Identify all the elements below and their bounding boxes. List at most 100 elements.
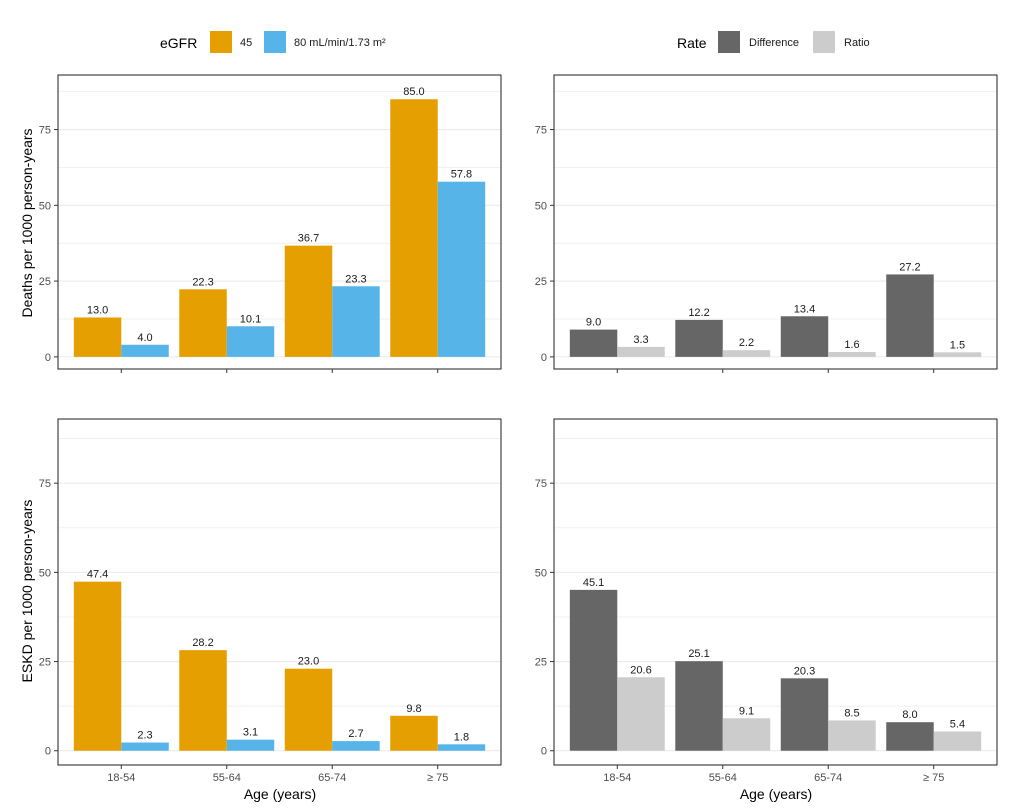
bar-value-label: 2.7 — [348, 728, 363, 740]
panel-bottom-right: 45.1 20.6 18-54 25.1 9.1 55-64 20.3 8.5 65-74 8.0… — [535, 418, 998, 784]
panel-border — [57, 74, 502, 370]
bar-top-right-s2-0 — [617, 346, 665, 357]
x-tick-label: 55-64 — [709, 772, 737, 784]
bar-bottom-right-s2-1 — [722, 718, 771, 751]
x-tick-label: 18-54 — [603, 772, 631, 784]
bar-top-left-s2-3 — [437, 181, 486, 357]
bar-top-left-s2-0 — [121, 344, 169, 357]
y-tick-label: 75 — [39, 478, 51, 490]
bar-value-label: 36.7 — [298, 233, 319, 245]
bar-value-label: 13.4 — [794, 303, 815, 315]
bar-value-label: 4.0 — [137, 332, 152, 344]
bar-value-label: 9.0 — [586, 317, 601, 329]
y-tick-label: 25 — [535, 276, 547, 288]
x-axis-title-right: Age (years) — [740, 786, 812, 802]
bar-bottom-left-s2-2 — [332, 741, 380, 751]
legend-label-ratio: Ratio — [844, 37, 870, 49]
x-tick-label: ≥ 75 — [427, 772, 448, 784]
x-axis-title-left: Age (years) — [244, 786, 316, 802]
bar-top-left-s1-1 — [179, 289, 227, 357]
bar-top-right-s1-3 — [886, 274, 934, 357]
y-axis-title-deaths: Deaths per 1000 person-years — [19, 128, 35, 317]
bar-top-right-s1-1 — [675, 319, 723, 357]
y-tick-label: 0 — [541, 746, 547, 758]
y-tick-label: 0 — [45, 746, 51, 758]
bar-top-right-s2-3 — [933, 352, 982, 357]
bar-value-label: 28.2 — [192, 637, 213, 649]
y-tick-label: 25 — [39, 657, 51, 669]
bar-value-label: 5.4 — [950, 718, 965, 730]
y-tick-label: 0 — [45, 352, 51, 364]
bar-top-right-s2-1 — [722, 350, 771, 357]
bar-value-label: 1.8 — [454, 731, 469, 743]
bar-value-label: 2.3 — [137, 730, 152, 742]
legend-label-45: 45 — [240, 37, 252, 49]
y-tick-label: 50 — [39, 567, 51, 579]
bar-value-label: 3.1 — [243, 727, 258, 739]
bar-value-label: 20.6 — [630, 664, 651, 676]
panel-border — [553, 418, 998, 766]
bar-value-label: 85.0 — [403, 86, 424, 98]
bar-bottom-right-s2-0 — [617, 677, 665, 751]
bar-top-left-s1-2 — [284, 245, 333, 357]
bar-value-label: 23.3 — [345, 273, 366, 285]
bar-value-label: 9.1 — [739, 705, 754, 717]
bar-value-label: 13.0 — [87, 304, 108, 316]
bar-value-label: 3.3 — [633, 334, 648, 346]
bar-value-label: 45.1 — [583, 577, 604, 589]
bar-top-left-s1-3 — [390, 99, 438, 357]
bar-bottom-right-s2-2 — [828, 720, 876, 751]
bar-bottom-right-s1-2 — [780, 678, 829, 751]
bar-top-right-s1-2 — [780, 316, 829, 357]
bar-bottom-left-s2-0 — [121, 742, 169, 751]
y-tick-label: 50 — [39, 200, 51, 212]
bar-value-label: 2.2 — [739, 337, 754, 349]
bar-top-left-s2-1 — [226, 326, 275, 357]
legend-egfr-title: eGFR — [160, 35, 197, 51]
legend-egfr: eGFR 45 80 mL/min/1.73 m² — [160, 31, 386, 53]
bar-bottom-left-s1-2 — [284, 668, 333, 751]
legend-swatch-80 — [264, 31, 286, 53]
bar-bottom-right-s1-1 — [675, 661, 723, 751]
bar-top-left-s1-0 — [73, 317, 122, 357]
bar-value-label: 1.5 — [950, 339, 965, 351]
legend-label-80: 80 mL/min/1.73 m² — [294, 37, 386, 49]
bar-value-label: 12.2 — [688, 307, 709, 319]
bar-value-label: 20.3 — [794, 665, 815, 677]
bar-value-label: 25.1 — [688, 648, 709, 660]
bar-value-label: 23.0 — [298, 656, 319, 668]
bar-value-label: 57.8 — [451, 169, 472, 181]
bar-bottom-right-s2-3 — [933, 731, 982, 751]
panel-top-right: 9.0 3.3 12.2 2.2 13.4 1.6 27.2 1.5 0 25 50 75 — [535, 74, 998, 373]
bar-top-right-s2-2 — [828, 352, 876, 357]
panel-bottom-left: 47.4 2.3 18-54 28.2 3.1 55-64 23.0 2.7 65-74 9.8 1… — [39, 418, 502, 784]
legend-rate: Rate Difference Ratio — [677, 31, 870, 53]
y-axis-title-eskd: ESKD per 1000 person-years — [19, 500, 35, 683]
y-tick-label: 50 — [535, 200, 547, 212]
bar-bottom-right-s1-3 — [886, 722, 934, 751]
bar-value-label: 8.0 — [902, 709, 917, 721]
bar-bottom-left-s2-1 — [226, 739, 275, 751]
bar-value-label: 9.8 — [406, 703, 421, 715]
bar-value-label: 10.1 — [240, 313, 261, 325]
bar-value-label: 47.4 — [87, 569, 108, 581]
y-tick-label: 50 — [535, 567, 547, 579]
x-tick-label: 65-74 — [318, 772, 346, 784]
chart-panels: 13.0 4.0 22.3 10.1 36.7 23.3 85.0 57.8 0 25 50 75 9.… — [39, 74, 998, 784]
legend-swatch-difference — [718, 31, 740, 53]
bar-value-label: 22.3 — [192, 276, 213, 288]
bar-value-label: 27.2 — [899, 261, 920, 273]
bar-bottom-left-s2-3 — [437, 744, 486, 751]
bar-bottom-left-s1-0 — [73, 581, 122, 751]
panel-background — [58, 419, 501, 765]
y-tick-label: 25 — [39, 276, 51, 288]
legend-label-difference: Difference — [749, 37, 799, 49]
panel-border — [57, 418, 502, 766]
x-tick-label: 55-64 — [213, 772, 241, 784]
bar-bottom-left-s1-3 — [390, 715, 438, 751]
y-tick-label: 75 — [39, 125, 51, 137]
legend-rate-title: Rate — [677, 35, 707, 51]
x-tick-label: ≥ 75 — [923, 772, 944, 784]
bar-top-right-s1-0 — [569, 329, 618, 357]
y-tick-label: 75 — [535, 478, 547, 490]
